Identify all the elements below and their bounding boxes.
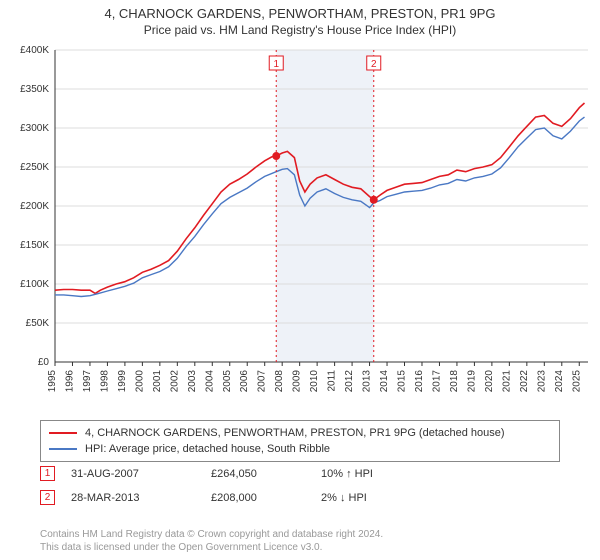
svg-text:2: 2 [371,59,377,70]
svg-text:£150K: £150K [20,240,49,251]
footer-line-2: This data is licensed under the Open Gov… [40,541,560,554]
svg-text:2001: 2001 [152,370,163,393]
svg-text:2023: 2023 [536,370,547,393]
svg-text:2004: 2004 [204,370,215,393]
svg-text:2003: 2003 [187,370,198,393]
svg-text:2002: 2002 [169,370,180,393]
chart-title: 4, CHARNOCK GARDENS, PENWORTHAM, PRESTON… [0,0,600,21]
marker-badge-1: 1 [40,466,55,481]
svg-text:2011: 2011 [327,370,338,392]
marker-price-2: £208,000 [211,492,321,504]
marker-badge-2: 2 [40,490,55,505]
chart-svg: £0 £50K £100K £150K £200K £250K £300K £350K £400… [0,42,600,412]
svg-text:£350K: £350K [20,84,49,95]
marker-hpi-2: 2% ↓ HPI [321,492,461,504]
footer-attribution: Contains HM Land Registry data © Crown c… [40,528,560,554]
svg-text:1999: 1999 [117,370,128,393]
chart-container: 4, CHARNOCK GARDENS, PENWORTHAM, PRESTON… [0,0,600,560]
legend-item-property: 4, CHARNOCK GARDENS, PENWORTHAM, PRESTON… [49,425,551,441]
svg-text:£300K: £300K [20,123,49,134]
svg-text:2007: 2007 [257,370,268,393]
chart-plot-area: £0 £50K £100K £150K £200K £250K £300K £350K £400… [0,42,600,412]
svg-text:2018: 2018 [449,370,460,393]
marker-date-2: 28-MAR-2013 [71,492,211,504]
marker-date-1: 31-AUG-2007 [71,468,211,480]
svg-text:1995: 1995 [47,370,58,393]
legend-label-hpi: HPI: Average price, detached house, Sout… [85,443,330,455]
svg-text:2020: 2020 [484,370,495,393]
svg-text:1996: 1996 [64,370,75,393]
svg-text:2009: 2009 [292,370,303,393]
svg-text:2022: 2022 [519,370,530,393]
svg-text:2016: 2016 [414,370,425,393]
svg-text:£50K: £50K [26,318,50,329]
svg-text:2024: 2024 [554,370,565,393]
footer-line-1: Contains HM Land Registry data © Crown c… [40,528,560,541]
svg-text:2010: 2010 [309,370,320,393]
svg-text:£100K: £100K [20,279,49,290]
legend-label-property: 4, CHARNOCK GARDENS, PENWORTHAM, PRESTON… [85,427,505,439]
svg-text:1997: 1997 [82,370,93,393]
svg-text:1: 1 [273,59,279,70]
svg-text:2025: 2025 [571,370,582,393]
svg-text:2019: 2019 [466,370,477,393]
chart-subtitle: Price paid vs. HM Land Registry's House … [0,21,600,37]
svg-text:2021: 2021 [501,370,512,393]
svg-text:2000: 2000 [134,370,145,393]
svg-text:2008: 2008 [274,370,285,393]
svg-text:2013: 2013 [362,370,373,393]
svg-text:2006: 2006 [239,370,250,393]
svg-text:2015: 2015 [397,370,408,393]
svg-text:2012: 2012 [344,370,355,393]
svg-text:2014: 2014 [379,370,390,393]
legend-swatch-property [49,432,77,434]
svg-text:2017: 2017 [431,370,442,393]
svg-text:£250K: £250K [20,162,49,173]
marker-price-1: £264,050 [211,468,321,480]
svg-text:£0: £0 [38,357,50,368]
marker-row-2: 2 28-MAR-2013 £208,000 2% ↓ HPI [40,490,560,505]
svg-text:£200K: £200K [20,201,49,212]
svg-text:£400K: £400K [20,45,49,56]
marker-row-1: 1 31-AUG-2007 £264,050 10% ↑ HPI [40,466,560,481]
svg-text:1998: 1998 [99,370,110,393]
legend-swatch-hpi [49,448,77,450]
svg-text:2005: 2005 [222,370,233,393]
marker-hpi-1: 10% ↑ HPI [321,468,461,480]
legend-item-hpi: HPI: Average price, detached house, Sout… [49,441,551,457]
legend-box: 4, CHARNOCK GARDENS, PENWORTHAM, PRESTON… [40,420,560,462]
